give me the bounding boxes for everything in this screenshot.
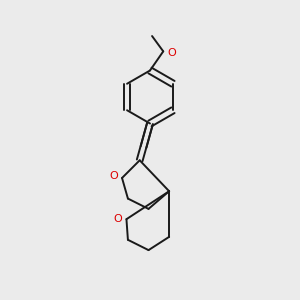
- Text: O: O: [110, 172, 118, 182]
- Text: O: O: [167, 47, 176, 58]
- Text: O: O: [114, 214, 123, 224]
